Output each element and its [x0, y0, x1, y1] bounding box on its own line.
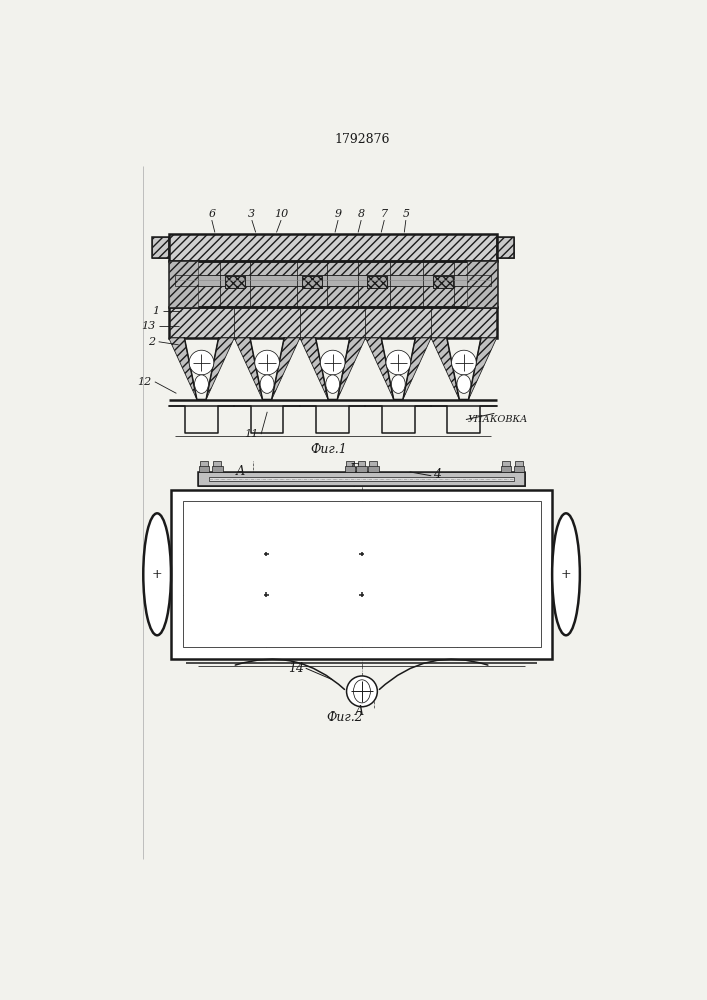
Bar	[169, 307, 497, 338]
Text: 1792876: 1792876	[334, 133, 390, 146]
Bar	[356, 466, 367, 472]
Bar	[214, 461, 221, 472]
Ellipse shape	[144, 513, 171, 635]
Text: УПАКОВКА: УПАКОВКА	[467, 415, 528, 424]
Polygon shape	[366, 338, 394, 400]
Bar	[501, 466, 511, 472]
Bar	[358, 461, 366, 472]
Circle shape	[346, 676, 378, 707]
Text: 10: 10	[274, 209, 288, 219]
Ellipse shape	[194, 375, 209, 393]
Text: Фиг.2: Фиг.2	[326, 711, 363, 724]
Bar	[433, 276, 452, 288]
Text: 9: 9	[334, 209, 341, 219]
Polygon shape	[469, 338, 497, 400]
Circle shape	[320, 350, 345, 375]
Bar	[433, 276, 452, 288]
Circle shape	[452, 350, 477, 375]
Bar	[515, 461, 523, 472]
Text: А: А	[355, 705, 364, 718]
Bar	[497, 237, 514, 258]
Text: 14: 14	[288, 662, 304, 675]
Polygon shape	[234, 338, 262, 400]
Bar	[175, 275, 491, 286]
Bar	[169, 261, 497, 307]
Text: А: А	[235, 465, 245, 478]
Polygon shape	[403, 338, 431, 400]
Circle shape	[255, 350, 279, 375]
Bar	[212, 466, 223, 472]
Bar	[497, 237, 514, 258]
Text: Б: Б	[350, 463, 359, 476]
Text: +: +	[152, 568, 163, 581]
Bar	[198, 472, 525, 486]
Text: 5: 5	[402, 209, 409, 219]
Bar	[169, 261, 198, 307]
Text: 1: 1	[152, 306, 160, 316]
Bar	[209, 477, 514, 481]
Bar	[199, 466, 209, 472]
Bar	[152, 237, 169, 258]
Bar	[368, 276, 387, 288]
Bar	[169, 261, 497, 307]
Text: 7: 7	[381, 209, 388, 219]
Polygon shape	[300, 338, 328, 400]
Bar	[169, 307, 497, 338]
Bar	[225, 276, 245, 288]
Polygon shape	[206, 338, 234, 400]
Text: +: +	[561, 568, 571, 581]
Bar	[467, 261, 497, 307]
Bar	[169, 234, 497, 261]
Circle shape	[386, 350, 411, 375]
Text: 8: 8	[358, 209, 365, 219]
Ellipse shape	[552, 513, 580, 635]
Bar	[368, 466, 378, 472]
Bar	[368, 276, 387, 288]
Polygon shape	[271, 338, 300, 400]
Bar	[514, 466, 525, 472]
Bar	[302, 276, 322, 288]
Text: 12: 12	[137, 377, 152, 387]
Text: 6: 6	[209, 209, 216, 219]
Bar	[200, 461, 208, 472]
Bar	[152, 237, 169, 258]
Bar	[171, 490, 552, 659]
Ellipse shape	[392, 375, 405, 393]
Polygon shape	[337, 338, 366, 400]
Text: 4: 4	[433, 468, 440, 481]
Bar	[169, 234, 497, 261]
Bar	[502, 461, 510, 472]
Ellipse shape	[326, 375, 339, 393]
Text: 2: 2	[148, 337, 156, 347]
Bar	[344, 466, 356, 472]
Bar	[225, 276, 245, 288]
Text: 13: 13	[141, 321, 156, 331]
Circle shape	[189, 350, 214, 375]
Bar	[302, 276, 322, 288]
Polygon shape	[169, 338, 197, 400]
Bar	[346, 461, 354, 472]
Bar	[198, 472, 525, 486]
Polygon shape	[431, 338, 460, 400]
Bar	[369, 461, 377, 472]
Text: 11: 11	[244, 429, 258, 439]
Text: 3: 3	[248, 209, 255, 219]
Text: Фиг.1: Фиг.1	[310, 443, 347, 456]
Bar	[175, 275, 491, 286]
Ellipse shape	[260, 375, 274, 393]
Ellipse shape	[457, 375, 471, 393]
Bar	[182, 501, 541, 647]
